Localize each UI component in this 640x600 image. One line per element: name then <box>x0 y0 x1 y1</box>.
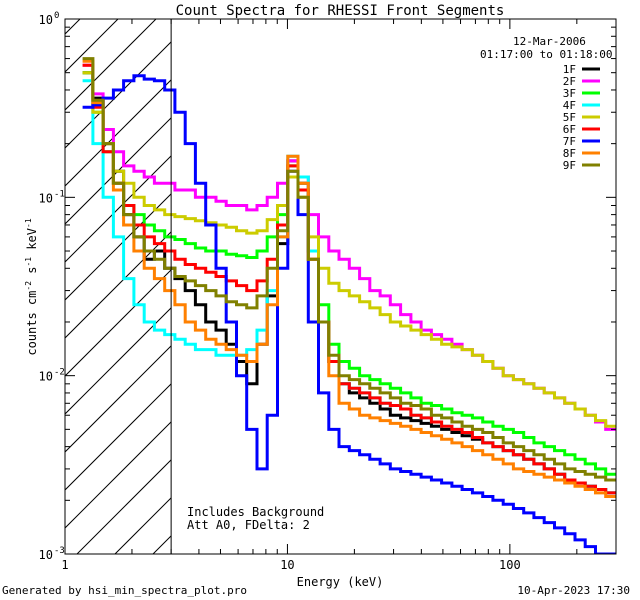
legend-label-6F: 6F <box>563 123 576 136</box>
annotation-attenuator: Att A0, FDelta: 2 <box>187 518 310 532</box>
y-tick-label: 10 <box>39 13 53 27</box>
legend-label-2F: 2F <box>563 75 576 88</box>
x-tick-label: 100 <box>499 558 521 572</box>
y-axis-label-text: counts cm-2 s-1 keV-1 <box>24 218 39 355</box>
x-tick-label: 10 <box>280 558 294 572</box>
y-tick-exponent: -3 <box>54 546 65 556</box>
legend-label-4F: 4F <box>563 99 576 112</box>
hatch-line <box>65 19 233 187</box>
series-6F-line <box>82 63 616 495</box>
y-tick-exponent: -2 <box>54 368 65 378</box>
y-tick-label: 10 <box>39 548 53 562</box>
hatch-line <box>65 19 157 111</box>
series-8F-line <box>82 59 616 498</box>
y-axis-label: counts cm-2 s-1 keV-1 <box>24 218 39 355</box>
x-tick-label: 1 <box>61 558 68 572</box>
y-tick-label: 10 <box>39 370 53 384</box>
legend-label-9F: 9F <box>563 159 576 172</box>
plot-frame <box>64 18 617 555</box>
generated-by-footer: Generated by hsi_min_spectra_plot.pro <box>2 584 248 597</box>
legend-label-5F: 5F <box>563 111 576 124</box>
series-5F-line <box>82 71 616 428</box>
time-range-label: 01:17:00 to 01:18:00 <box>480 48 612 61</box>
timestamp-footer: 10-Apr-2023 17:30 <box>517 584 630 597</box>
hatch-line <box>65 19 81 35</box>
chart-title: Count Spectra for RHESSI Front Segments <box>176 3 505 19</box>
annotation-background: Includes Background <box>187 505 324 519</box>
legend-label-1F: 1F <box>563 63 576 76</box>
series-7F-line <box>82 74 616 554</box>
x-axis-label: Energy (keV) <box>297 575 384 589</box>
hatch-line <box>65 19 195 149</box>
legend-label-7F: 7F <box>563 135 576 148</box>
series-9F-line <box>82 57 616 482</box>
legend-label-3F: 3F <box>563 87 576 100</box>
y-tick-exponent: 0 <box>54 11 59 21</box>
y-tick-exponent: -1 <box>54 189 65 199</box>
series-3F-line <box>82 71 616 476</box>
date-label: 12-Mar-2006 <box>513 35 586 48</box>
y-tick-label: 10 <box>39 191 53 205</box>
legend-label-8F: 8F <box>563 147 576 160</box>
